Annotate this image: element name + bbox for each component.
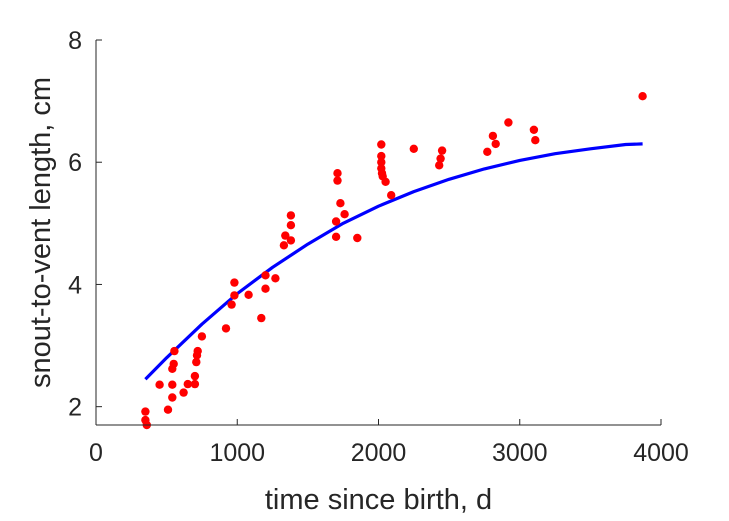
data-point bbox=[531, 136, 540, 145]
x-tick-label: 1000 bbox=[209, 439, 265, 467]
y-tick-label: 8 bbox=[68, 27, 82, 55]
data-point bbox=[221, 324, 231, 333]
y-tick-label: 6 bbox=[68, 149, 82, 177]
data-point bbox=[381, 177, 390, 186]
data-point bbox=[155, 380, 164, 389]
x-tick-label: 2000 bbox=[351, 439, 407, 467]
data-point bbox=[435, 161, 444, 170]
data-point bbox=[261, 271, 270, 280]
data-point bbox=[192, 357, 201, 367]
data-point bbox=[377, 158, 386, 167]
data-point bbox=[504, 118, 513, 127]
data-point bbox=[230, 278, 239, 287]
data-point bbox=[279, 241, 289, 250]
x-tick-label: 0 bbox=[89, 439, 103, 467]
data-point bbox=[353, 233, 362, 243]
data-point bbox=[190, 379, 200, 389]
data-point bbox=[193, 346, 202, 356]
data-point bbox=[141, 407, 150, 416]
data-point bbox=[336, 199, 345, 208]
data-point bbox=[168, 393, 177, 402]
data-point bbox=[169, 359, 178, 369]
data-point bbox=[377, 140, 386, 149]
data-point bbox=[483, 147, 492, 156]
data-point bbox=[638, 92, 647, 101]
data-point bbox=[281, 231, 290, 240]
data-point bbox=[163, 405, 173, 414]
data-point bbox=[230, 291, 239, 300]
x-axis-label: time since birth, d bbox=[265, 484, 492, 516]
data-point bbox=[168, 380, 177, 389]
data-point bbox=[286, 211, 296, 220]
plot-area bbox=[141, 92, 647, 430]
data-point bbox=[409, 144, 418, 153]
data-point bbox=[377, 151, 386, 161]
data-point bbox=[183, 379, 192, 389]
data-point bbox=[286, 236, 296, 245]
data-point bbox=[170, 346, 179, 356]
data-point bbox=[331, 217, 341, 226]
fit-curve-line bbox=[144, 142, 643, 381]
data-point bbox=[529, 125, 539, 134]
data-point bbox=[333, 176, 342, 185]
data-point bbox=[190, 371, 200, 381]
data-point bbox=[179, 388, 188, 397]
data-point bbox=[333, 169, 342, 178]
data-point bbox=[227, 300, 236, 309]
data-point bbox=[257, 313, 266, 323]
data-point bbox=[271, 274, 280, 283]
data-point bbox=[340, 210, 349, 219]
x-tick-label: 4000 bbox=[633, 439, 689, 467]
data-point bbox=[387, 191, 396, 200]
y-axis-label: snout-to-vent length, cm bbox=[25, 77, 57, 388]
data-point bbox=[261, 284, 270, 293]
y-tick-label: 4 bbox=[68, 271, 82, 299]
x-tick-label: 3000 bbox=[492, 439, 548, 467]
data-point bbox=[331, 232, 341, 241]
y-tick-label: 2 bbox=[68, 394, 82, 422]
data-point bbox=[436, 154, 445, 163]
data-point bbox=[197, 332, 207, 341]
data-point bbox=[491, 139, 500, 149]
data-point bbox=[488, 131, 498, 141]
data-point bbox=[244, 290, 253, 299]
data-point bbox=[437, 146, 447, 155]
data-point bbox=[286, 221, 296, 230]
axes: 0 1000 2000 3000 4000 2 4 6 8 bbox=[68, 27, 689, 467]
